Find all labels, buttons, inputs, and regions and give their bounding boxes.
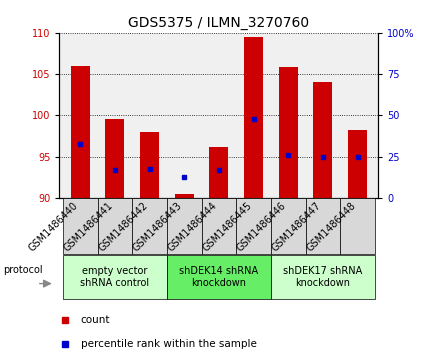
FancyBboxPatch shape [63,198,98,254]
Text: GSM1486440: GSM1486440 [27,201,80,254]
Title: GDS5375 / ILMN_3270760: GDS5375 / ILMN_3270760 [128,16,309,30]
FancyBboxPatch shape [271,255,375,298]
Text: GSM1486444: GSM1486444 [166,201,219,254]
FancyBboxPatch shape [271,198,306,254]
Text: shDEK17 shRNA
knockdown: shDEK17 shRNA knockdown [283,266,363,287]
Text: GSM1486447: GSM1486447 [270,201,323,254]
FancyBboxPatch shape [98,198,132,254]
FancyBboxPatch shape [167,198,202,254]
Bar [209,147,228,198]
Text: shDEK14 shRNA
knockdown: shDEK14 shRNA knockdown [180,266,258,287]
FancyBboxPatch shape [132,198,167,254]
Text: percentile rank within the sample: percentile rank within the sample [81,339,257,349]
FancyBboxPatch shape [202,198,236,254]
Bar [279,68,298,198]
Text: GSM1486445: GSM1486445 [201,201,253,254]
Text: empty vector
shRNA control: empty vector shRNA control [81,266,150,287]
FancyBboxPatch shape [340,198,375,254]
FancyBboxPatch shape [63,255,167,298]
Text: GSM1486448: GSM1486448 [304,201,358,254]
Bar [140,132,159,198]
FancyBboxPatch shape [306,198,340,254]
Text: GSM1486441: GSM1486441 [62,201,115,254]
Text: GSM1486443: GSM1486443 [131,201,184,254]
Text: GSM1486446: GSM1486446 [235,201,288,254]
Bar [105,119,125,198]
Bar [71,66,90,198]
FancyBboxPatch shape [236,198,271,254]
Bar [313,82,333,198]
Text: count: count [81,315,110,325]
FancyBboxPatch shape [167,255,271,298]
Bar [175,194,194,198]
Text: protocol: protocol [3,265,43,275]
Text: GSM1486442: GSM1486442 [96,201,150,254]
Bar [348,130,367,198]
Bar [244,37,263,198]
